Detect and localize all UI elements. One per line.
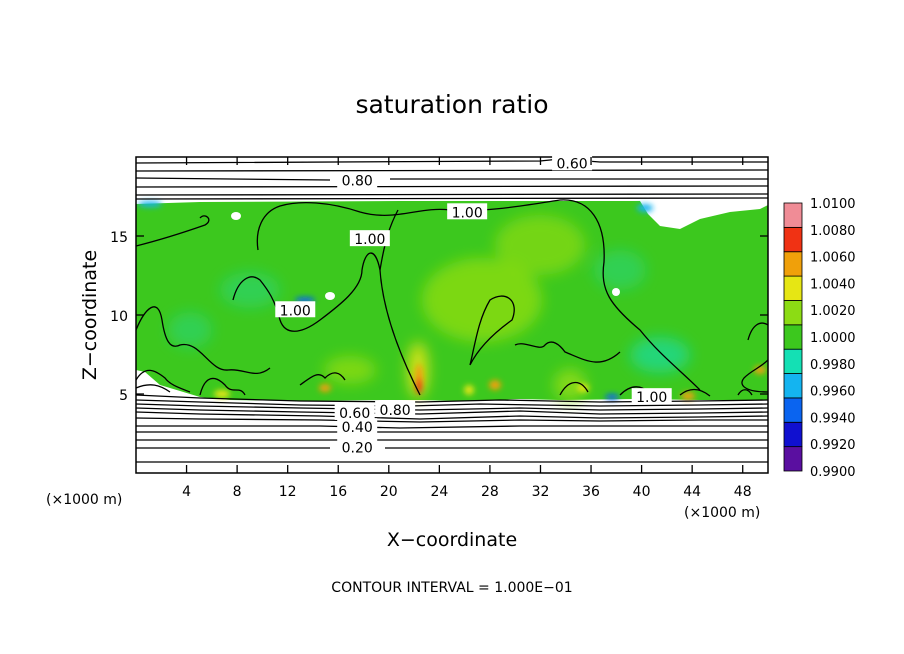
x-axis-label: X−coordinate — [387, 529, 517, 551]
field-structures — [168, 215, 690, 401]
contour-label-bg — [334, 403, 375, 420]
y-tick-label: 15 — [110, 230, 128, 246]
y-axis-label: Z−coordinate — [79, 250, 101, 380]
x-tick-label: 12 — [279, 484, 297, 500]
colorbar-swatch — [783, 446, 803, 472]
x-tick-label: 48 — [734, 484, 752, 500]
x-axis: 4 8 12 16 20 24 28 32 36 40 44 48 — [182, 157, 752, 500]
colorbar-swatch — [783, 348, 803, 374]
colorbar-swatch — [783, 324, 803, 350]
colorbar-swatch — [783, 251, 803, 277]
contour-label-bg — [337, 418, 378, 435]
colorbar-tick-label: 1.0080 — [810, 224, 856, 239]
colorbar-tick-label: 0.9900 — [810, 465, 856, 480]
contour-label: 0.20 — [342, 441, 373, 457]
contour-label: 1.00 — [452, 205, 483, 221]
contour-label: 1.00 — [636, 390, 667, 406]
x-tick-label: 20 — [380, 484, 398, 500]
contour-label: 1.00 — [354, 232, 385, 248]
x-unit-left: (×1000 m) — [46, 492, 122, 508]
contour-label: 0.40 — [342, 420, 373, 436]
x-tick-label: 44 — [683, 484, 701, 500]
y-tick-label: 5 — [119, 388, 128, 404]
field-hotspots — [138, 201, 766, 400]
x-tick-label: 32 — [532, 484, 550, 500]
y-tick-label: 10 — [110, 309, 128, 325]
colorbar-tick-label: 1.0060 — [810, 251, 856, 266]
x-tick-label: 28 — [481, 484, 499, 500]
colorbar-swatch — [783, 275, 803, 301]
x-unit-right: (×1000 m) — [684, 505, 760, 521]
colorbar-tick-label: 0.9940 — [810, 411, 856, 426]
contour-labels: 0.60 0.80 1.00 1.00 1.00 1.00 0.60 0.80 0.40 0.20 — [275, 154, 672, 457]
chart-title: saturation ratio — [355, 90, 548, 119]
x-tick-label: 16 — [329, 484, 347, 500]
colorbar-tick-label: 0.9960 — [810, 385, 856, 400]
contour-label: 0.80 — [380, 403, 411, 419]
x-tick-label: 8 — [233, 484, 242, 500]
x-tick-label: 40 — [633, 484, 651, 500]
colorbar-swatch — [783, 397, 803, 423]
contour-label: 0.60 — [556, 156, 587, 172]
contour-label-bg — [337, 438, 378, 455]
colorbar: 0.9900 0.9920 0.9940 0.9960 0.9980 1.0000 1.00… — [783, 197, 856, 480]
contour-label: 0.60 — [339, 406, 370, 422]
colorbar-tick-label: 1.0000 — [810, 331, 856, 346]
y-axis: 5 10 15 — [110, 230, 768, 404]
colorbar-tick-label: 0.9980 — [810, 358, 856, 373]
colorbar-swatch — [783, 373, 803, 399]
contour-label-bg — [337, 171, 378, 188]
colorbar-tick-label: 1.0100 — [810, 197, 856, 212]
contour-label: 1.00 — [280, 303, 311, 319]
contour-label-bg — [631, 388, 672, 405]
dry-patches — [231, 212, 620, 300]
colorbar-tick-label: 0.9920 — [810, 438, 856, 453]
colorbar-tick-label: 1.0040 — [810, 277, 856, 292]
contour-label-bg — [349, 230, 390, 247]
colorbar-swatch — [783, 226, 803, 253]
contour-label-bg — [552, 154, 593, 171]
colorbar-swatch — [783, 202, 803, 228]
contour-interval-note: CONTOUR INTERVAL = 1.000E−01 — [331, 580, 572, 596]
colorbar-swatch — [783, 421, 803, 448]
colorbar-swatch — [783, 300, 803, 326]
x-tick-label: 4 — [182, 484, 191, 500]
contour-label: 0.80 — [342, 174, 373, 190]
x-tick-label: 36 — [582, 484, 600, 500]
colorbar-tick-label: 1.0020 — [810, 304, 856, 319]
contour-label-bg — [375, 400, 416, 417]
contour-label-bg — [447, 203, 488, 220]
contour-label-bg — [275, 301, 316, 318]
x-tick-label: 24 — [430, 484, 448, 500]
